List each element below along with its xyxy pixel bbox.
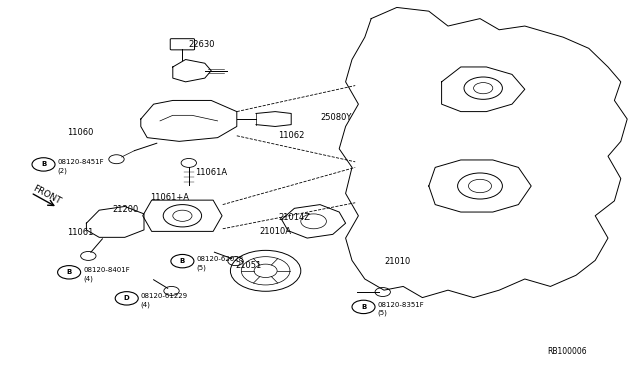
Text: (4): (4) bbox=[83, 275, 93, 282]
Text: 11061A: 11061A bbox=[195, 169, 227, 177]
Text: B: B bbox=[180, 258, 185, 264]
Text: 21010: 21010 bbox=[384, 257, 410, 266]
Text: (5): (5) bbox=[378, 310, 387, 317]
Text: 08120-8401F: 08120-8401F bbox=[83, 267, 130, 273]
Text: 11060: 11060 bbox=[67, 128, 93, 137]
Text: 21051: 21051 bbox=[236, 262, 262, 270]
Text: 08120-8451F: 08120-8451F bbox=[58, 159, 104, 165]
Text: 22630: 22630 bbox=[189, 40, 215, 49]
Text: 08120-61229: 08120-61229 bbox=[141, 293, 188, 299]
Text: RB100006: RB100006 bbox=[547, 347, 587, 356]
Text: 11061: 11061 bbox=[67, 228, 93, 237]
Text: 21014Z: 21014Z bbox=[278, 213, 310, 222]
Text: B: B bbox=[361, 304, 366, 310]
Text: (2): (2) bbox=[58, 167, 67, 174]
Text: 21010A: 21010A bbox=[259, 227, 291, 236]
Text: 21200: 21200 bbox=[112, 205, 138, 214]
Text: (4): (4) bbox=[141, 301, 150, 308]
Text: 11062: 11062 bbox=[278, 131, 305, 140]
Text: 25080Y: 25080Y bbox=[320, 113, 351, 122]
Text: 11061+A: 11061+A bbox=[150, 193, 189, 202]
Text: B: B bbox=[67, 269, 72, 275]
Text: 08120-62028: 08120-62028 bbox=[196, 256, 244, 262]
Text: (5): (5) bbox=[196, 264, 206, 271]
Text: D: D bbox=[124, 295, 129, 301]
Text: FRONT: FRONT bbox=[31, 184, 62, 206]
Text: 08120-8351F: 08120-8351F bbox=[378, 302, 424, 308]
Text: B: B bbox=[41, 161, 46, 167]
